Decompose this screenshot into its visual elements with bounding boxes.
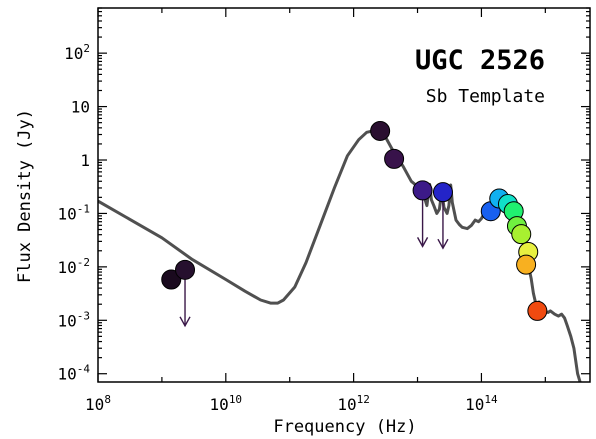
x-tick-label: 1010 [210,393,243,414]
y-tick-label: 10-4 [57,363,90,384]
tick-layer [97,7,590,382]
y-axis-title: Flux Density (Jy) [15,109,35,283]
y-tick-label: 10-1 [57,202,90,223]
data-point [384,148,405,169]
x-tick-label: 1012 [337,393,370,414]
y-tick-labels: 10-4 10-3 10-2 10-1 1 10 102 [57,42,90,384]
plot-frame [97,7,591,383]
y-tick-label: 10-2 [57,256,90,277]
chart-subtitle: Sb Template [426,86,545,107]
upper-limit-layer [179,190,449,328]
y-tick-label: 1 [80,151,90,170]
data-point [511,224,532,245]
upper-limit-arrowhead [437,238,449,250]
upper-limit-arrowhead [179,316,191,328]
y-tick-label: 102 [64,42,90,63]
chart-title: UGC 2526 [415,45,545,76]
sed-template-line [98,128,582,382]
x-tick-label: 1014 [465,393,498,414]
x-tick-labels: 108 1010 1012 1014 [85,393,498,414]
data-point [527,300,548,321]
data-point [175,259,196,280]
upper-limit-arrowhead [416,237,429,248]
data-point [161,269,182,290]
sed-template-layer [98,128,582,382]
y-tick-label: 10 [71,98,90,117]
y-tick-label: 10-3 [57,309,90,330]
x-tick-label: 108 [85,393,111,414]
data-point [516,254,537,275]
data-point-layer [161,120,548,321]
data-point [412,180,433,201]
data-point [432,182,453,203]
data-point [370,120,391,141]
x-axis-title: Frequency (Hz) [273,417,416,437]
